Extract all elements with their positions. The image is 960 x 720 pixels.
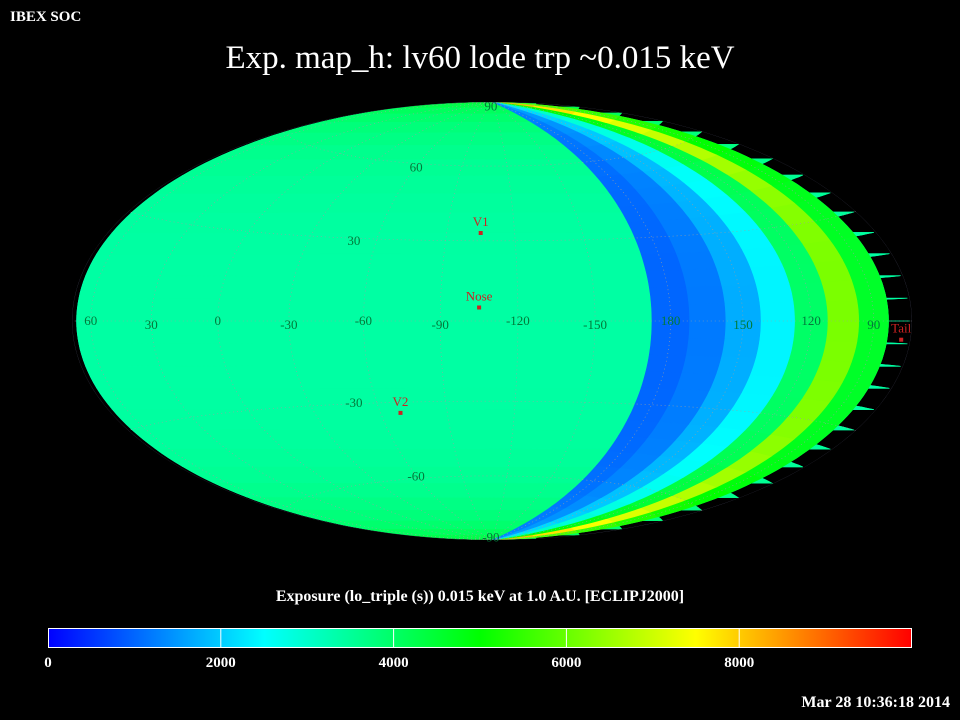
exposure-cell bbox=[755, 283, 794, 304]
exposure-cell bbox=[749, 264, 790, 286]
latitude-labels: 90 60 30 -30 -60 -90 bbox=[345, 99, 499, 545]
exposure-cell bbox=[788, 339, 827, 361]
exposure-cell bbox=[687, 303, 726, 322]
marker-label: V1 bbox=[473, 214, 489, 229]
markers: V1 Nose V2 Tail bbox=[393, 214, 912, 415]
lon-tick-label: -30 bbox=[280, 317, 297, 332]
lon-tick-label: 30 bbox=[145, 317, 158, 332]
exposure-cell bbox=[720, 284, 760, 304]
graticule bbox=[72, 102, 912, 540]
exposure-cell bbox=[675, 250, 717, 271]
exposure-cell bbox=[645, 354, 687, 373]
org-label: IBEX SOC bbox=[10, 9, 82, 25]
exposure-cell bbox=[749, 356, 790, 378]
marker-label: V2 bbox=[393, 394, 409, 409]
meridian-line bbox=[491, 102, 875, 540]
colorbar-ticks: 0 2000 4000 6000 8000 bbox=[0, 655, 960, 679]
exposure-cell bbox=[648, 337, 689, 356]
lat-tick-label: -60 bbox=[407, 469, 424, 484]
exposure-cell bbox=[850, 277, 887, 301]
exposure-cell bbox=[720, 338, 760, 358]
colorbar-tick-label: 6000 bbox=[551, 655, 582, 671]
exposure-cell bbox=[825, 320, 860, 342]
meridian-line bbox=[491, 102, 812, 540]
meridian-line bbox=[439, 102, 493, 540]
colorbar-tick-label: 4000 bbox=[378, 655, 409, 671]
lon-tick-label: -120 bbox=[506, 313, 530, 328]
lat-tick-label: 90 bbox=[484, 99, 497, 114]
lat-tick-label: 30 bbox=[347, 233, 360, 248]
lat-tick-label: -30 bbox=[345, 395, 362, 410]
colorbar-tick-label: 2000 bbox=[205, 655, 236, 671]
lon-tick-label: 180 bbox=[661, 313, 681, 328]
exposure-cells bbox=[76, 102, 910, 540]
exposure-cell bbox=[680, 354, 722, 374]
exposure-cell bbox=[758, 301, 795, 322]
exposure-cell bbox=[687, 320, 726, 339]
marker-point bbox=[398, 410, 403, 415]
exposure-cell bbox=[820, 279, 858, 302]
exposure-cell bbox=[634, 387, 676, 406]
lon-tick-label: -150 bbox=[583, 317, 607, 332]
lon-tick-label: 150 bbox=[733, 317, 753, 332]
lon-tick-label: 90 bbox=[867, 317, 880, 332]
meridian-line bbox=[217, 102, 493, 540]
lon-tick-label: 60 bbox=[84, 313, 97, 328]
meridian-line bbox=[363, 102, 493, 540]
exposure-cell bbox=[788, 281, 827, 303]
exposure-cell bbox=[645, 269, 687, 288]
marker-point bbox=[899, 337, 904, 342]
exposure-cell bbox=[648, 286, 689, 305]
exposure-cell bbox=[491, 102, 520, 113]
exposure-cell bbox=[715, 355, 757, 376]
exposure-cell bbox=[685, 337, 725, 357]
timestamp: Mar 28 10:36:18 2014 bbox=[801, 694, 950, 711]
colorbar-tick-label: 8000 bbox=[724, 655, 755, 671]
chart-title: Exp. map_h: lv60 lode trp ~0.015 keV bbox=[225, 40, 735, 76]
colorbar-title: Exposure (lo_triple (s)) 0.015 keV at 1.… bbox=[275, 588, 685, 605]
exposure-cell bbox=[820, 340, 858, 363]
exposure-cell bbox=[685, 285, 725, 305]
exposure-cell bbox=[755, 338, 794, 359]
marker-label: Tail bbox=[891, 321, 911, 336]
lon-tick-label: -60 bbox=[355, 313, 372, 328]
meridian-line bbox=[150, 102, 493, 540]
marker-point bbox=[477, 305, 482, 310]
lon-tick-label: 120 bbox=[801, 313, 821, 328]
marker-label: Nose bbox=[466, 289, 493, 304]
longitude-labels: 60 30 0 -30 -60 -90 -120 -150 180 150 120 90 bbox=[84, 313, 880, 332]
lon-tick-label: -90 bbox=[432, 317, 449, 332]
exposure-cell bbox=[715, 266, 757, 287]
colorbar-tick-label: 0 bbox=[44, 655, 52, 671]
marker-point bbox=[478, 231, 483, 235]
exposure-cell bbox=[680, 268, 722, 288]
exposure-cell bbox=[825, 300, 860, 322]
lat-tick-label: -90 bbox=[482, 530, 499, 545]
colorbar bbox=[48, 628, 912, 648]
exposure-cell bbox=[758, 320, 795, 341]
exposure-cell bbox=[850, 341, 887, 365]
lon-tick-label: 0 bbox=[214, 313, 221, 328]
exposure-cell bbox=[640, 252, 682, 272]
exposure-cell bbox=[675, 371, 717, 392]
lat-tick-label: 60 bbox=[410, 160, 423, 175]
exposure-cell bbox=[634, 236, 676, 255]
